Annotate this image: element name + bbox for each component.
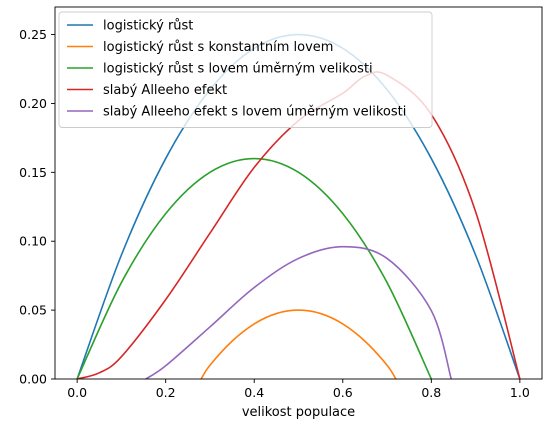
- series-line-3: [76, 157, 433, 379]
- y-tick-label: 0.10: [19, 234, 47, 249]
- x-tick-label: 0.0: [67, 385, 87, 400]
- x-tick-label: 0.4: [244, 385, 264, 400]
- y-tick-label: 0.00: [19, 372, 47, 387]
- series-line-5: [144, 245, 453, 379]
- legend-box: [58, 11, 433, 128]
- plot-frame: [54, 6, 543, 380]
- x-tick-label: 0.6: [333, 385, 353, 400]
- axes: 0.0 0.2 0.4 0.6 0.8 1.0 0.00 0.05 0.10 0.15 0.20 0.…: [19, 6, 543, 400]
- legend-label-5: slabý Alleeho efekt s lovem úměrným veli…: [103, 105, 406, 120]
- x-axis-label: velikost populace: [242, 405, 355, 420]
- x-tick-label: 0.2: [156, 385, 176, 400]
- legend-label-1: logistický růst: [103, 19, 193, 34]
- series-line-2: [200, 309, 397, 379]
- legend: logistický růst logistický růst s konstan…: [58, 11, 433, 128]
- x-tick-label: 0.8: [421, 385, 441, 400]
- legend-label-4: slabý Alleeho efekt: [103, 83, 227, 98]
- x-tick-label: 1.0: [510, 385, 530, 400]
- y-tick-label: 0.25: [19, 27, 47, 42]
- y-tick-label: 0.15: [19, 165, 47, 180]
- y-tick-label: 0.05: [19, 303, 47, 318]
- legend-label-2: logistický růst s konstantním lovem: [103, 40, 333, 55]
- y-tick-label: 0.20: [19, 96, 47, 111]
- legend-label-3: logistický růst s lovem úměrným velikost…: [103, 62, 373, 77]
